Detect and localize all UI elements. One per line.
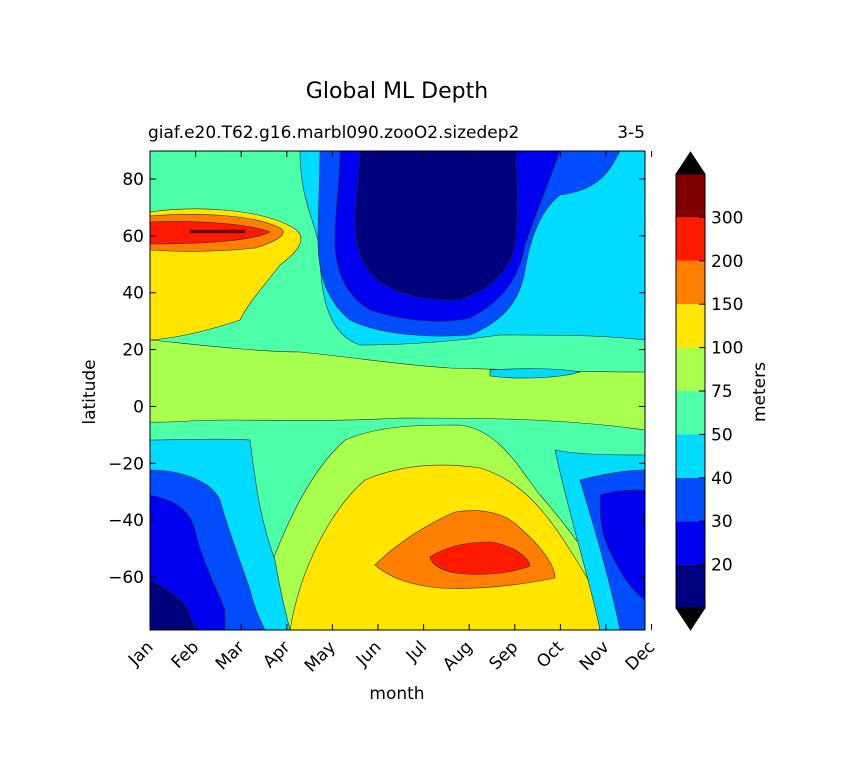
colorbar-level bbox=[676, 217, 705, 261]
x-axis-label: month bbox=[369, 684, 424, 704]
plot-frame bbox=[149, 150, 646, 631]
y-axis: 80 60 40 20 0 −20 −40 −60 bbox=[108, 170, 645, 588]
y-tick-label: 40 bbox=[122, 284, 144, 304]
y-axis-label: latitude bbox=[80, 359, 100, 424]
y-tick-label: 20 bbox=[122, 341, 144, 361]
x-tick-label: Jun bbox=[352, 637, 386, 671]
colorbar-tick-label: 200 bbox=[711, 252, 743, 272]
x-tick-label: Mar bbox=[212, 637, 249, 674]
band-level-below-20-north bbox=[354, 151, 518, 301]
chart-subtitle-right: 3-5 bbox=[617, 123, 645, 143]
contour-field bbox=[150, 151, 645, 630]
band-level-300-north bbox=[189, 229, 246, 234]
colorbar-label: meters bbox=[750, 362, 770, 422]
x-tick-label: Jul bbox=[402, 637, 431, 666]
colorbar-level bbox=[676, 260, 705, 305]
colorbar-tick-label: 50 bbox=[711, 425, 733, 445]
x-tick-label: Jan bbox=[124, 637, 157, 670]
x-tick-label: Nov bbox=[576, 637, 614, 675]
colorbar-tick-label: 75 bbox=[711, 382, 733, 402]
chart-title: Global ML Depth bbox=[306, 79, 488, 104]
colorbar-tick-label: 100 bbox=[711, 339, 743, 359]
y-tick-label: −40 bbox=[108, 511, 144, 531]
x-tick-label: Aug bbox=[439, 637, 477, 675]
colorbar-tick-label: 20 bbox=[711, 556, 733, 576]
y-tick-label: 0 bbox=[133, 397, 144, 417]
band-level-75-100 bbox=[150, 339, 645, 431]
x-tick-label: Dec bbox=[622, 637, 659, 674]
band-level-200-300-south bbox=[429, 541, 531, 575]
colorbar: 20 30 40 50 75 100 150 200 300 bbox=[675, 151, 743, 631]
band-level-below-20-south-west bbox=[150, 579, 196, 630]
x-tick-label: Oct bbox=[533, 637, 568, 672]
band-level-20-30-south-east bbox=[599, 489, 645, 601]
colorbar-level bbox=[676, 477, 705, 522]
y-tick-label: 80 bbox=[122, 170, 144, 190]
y-tick-label: 60 bbox=[122, 227, 144, 247]
colorbar-tick-label: 150 bbox=[711, 295, 743, 315]
colorbar-tick-label: 30 bbox=[711, 512, 733, 532]
colorbar-level bbox=[676, 174, 705, 218]
colorbar-level bbox=[676, 564, 705, 608]
colorbar-tick-label: 40 bbox=[711, 469, 733, 489]
x-tick-label: Feb bbox=[168, 637, 203, 672]
colorbar-level bbox=[676, 347, 705, 391]
colorbar-level bbox=[676, 521, 705, 565]
y-tick-label: −60 bbox=[108, 568, 144, 588]
colorbar-level bbox=[676, 304, 705, 348]
colorbar-level bbox=[676, 434, 705, 478]
x-tick-label: Apr bbox=[259, 637, 294, 672]
chart-subtitle-left: giaf.e20.T62.g16.marbl090.zooO2.sizedep2 bbox=[148, 123, 519, 143]
y-tick-label: −20 bbox=[108, 454, 144, 474]
colorbar-level bbox=[676, 391, 705, 435]
x-tick-label: May bbox=[301, 637, 340, 676]
colorbar-tick-label: 300 bbox=[711, 208, 743, 228]
band-level-40-50-equator bbox=[489, 368, 581, 379]
colorbar-extend-max bbox=[675, 151, 706, 175]
colorbar-extend-min bbox=[675, 607, 706, 631]
x-tick-label: Sep bbox=[486, 637, 523, 674]
